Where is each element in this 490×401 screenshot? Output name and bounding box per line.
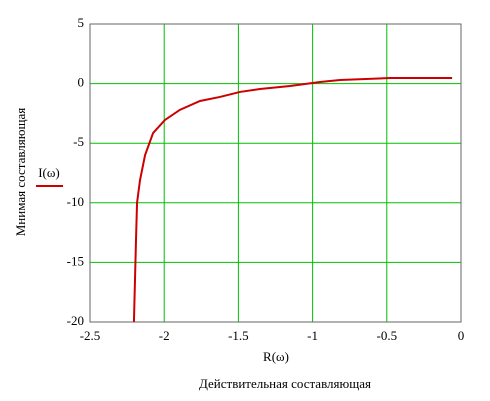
x-tick-label: -0.5	[377, 328, 398, 343]
x-tick-label: -1.5	[228, 328, 249, 343]
y-tick-label: -10	[67, 194, 84, 209]
y-tick-label: 5	[78, 15, 85, 30]
x-title: Действительная составляющая	[199, 376, 371, 391]
x-tick-label: -2.5	[80, 328, 101, 343]
y-tick-label: 0	[78, 75, 85, 90]
y-title: Мнимая составляющая	[13, 108, 28, 237]
x-tick-label: 0	[458, 328, 465, 343]
x-tick-label: -2	[159, 328, 170, 343]
y-tick-label: -15	[67, 253, 84, 268]
y-tick-label: -20	[67, 313, 84, 328]
x-label: R(ω)	[263, 349, 289, 364]
x-tick-label: -1	[307, 328, 318, 343]
line	[132, 76, 453, 323]
plot-frame	[89, 23, 462, 323]
y-tick-label: -5	[73, 134, 84, 149]
legend-label: I(ω)	[38, 165, 60, 180]
